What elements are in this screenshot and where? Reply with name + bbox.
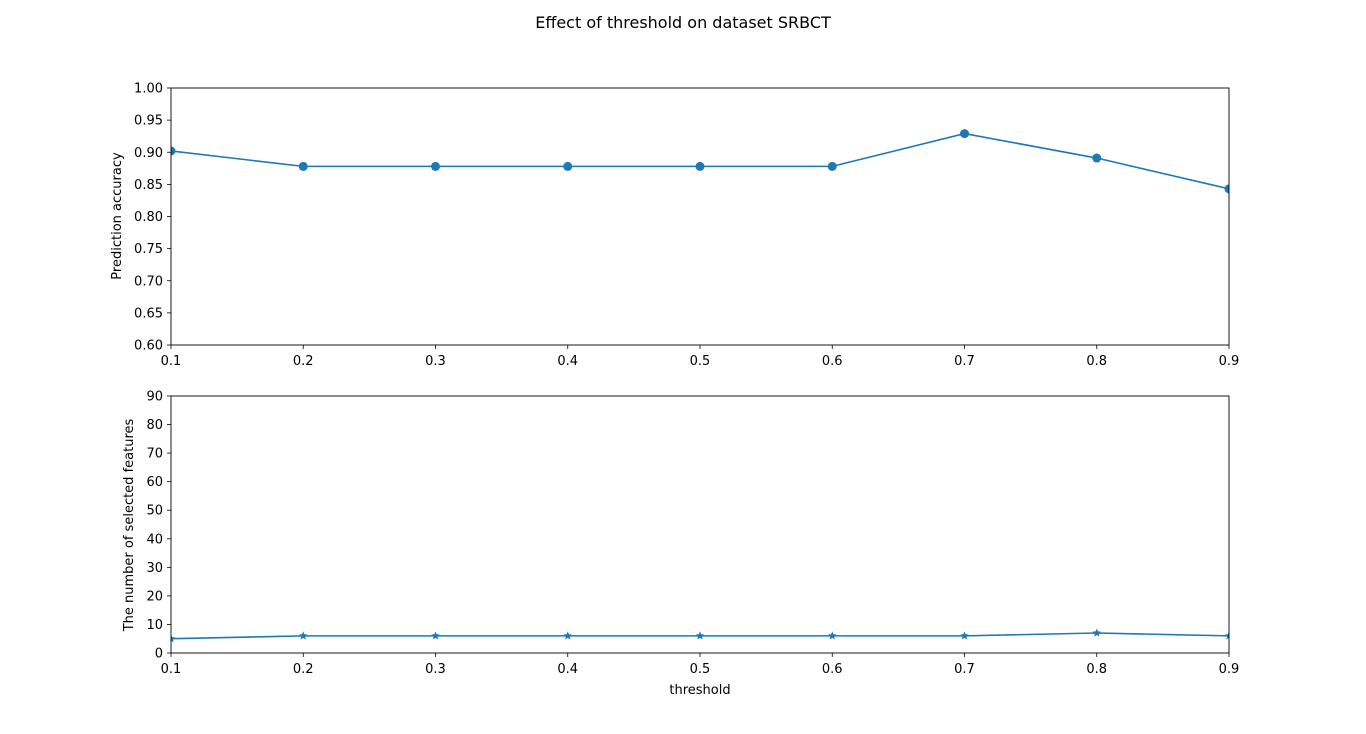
x-tick-label: 0.3 — [425, 354, 446, 369]
data-point — [1092, 153, 1102, 163]
x-axis-label: threshold — [669, 683, 730, 698]
data-point — [695, 631, 705, 640]
y-tick-label: 50 — [146, 504, 163, 519]
y-tick-label: 0.60 — [134, 339, 163, 354]
y-tick-label: 0.80 — [134, 210, 163, 225]
data-point — [1092, 628, 1102, 637]
x-tick-label: 0.1 — [161, 354, 182, 369]
data-point — [563, 161, 573, 171]
x-tick-label: 0.4 — [557, 354, 578, 369]
data-point — [171, 146, 176, 156]
x-tick-label: 0.8 — [1086, 354, 1107, 369]
x-tick-label: 0.7 — [954, 354, 975, 369]
data-point — [1224, 184, 1229, 194]
y-tick-label: 0.85 — [134, 178, 163, 193]
x-tick-label: 0.5 — [690, 662, 711, 677]
x-tick-label: 0.8 — [1086, 662, 1107, 677]
y-tick-label: 0.95 — [134, 114, 163, 129]
selected-features-subplot: 0.1 0.2 0.3 0.4 0.5 0.6 0.7 0.8 0.9 0 10 20 30 40 50 60… — [122, 390, 1239, 699]
figure-title: Effect of threshold on dataset SRBCT — [535, 13, 831, 32]
data-point — [1224, 631, 1229, 640]
data-point — [827, 631, 837, 640]
data-point — [171, 634, 176, 643]
axes-frame — [170, 395, 1230, 654]
data-point — [298, 161, 308, 171]
data-point — [431, 161, 440, 171]
data-point — [431, 631, 440, 640]
x-tick-label: 0.6 — [822, 354, 843, 369]
x-tick-label: 0.9 — [1219, 354, 1240, 369]
data-point — [298, 631, 308, 640]
y-tick-label: 0.90 — [134, 146, 163, 161]
x-tick-label: 0.9 — [1219, 662, 1240, 677]
y-axis-label: The number of selected features — [122, 418, 137, 632]
x-tick-label: 0.2 — [293, 662, 314, 677]
y-tick-label: 90 — [146, 390, 163, 405]
x-tick-label: 0.4 — [557, 662, 578, 677]
y-tick-label: 1.00 — [134, 82, 163, 97]
accuracy-subplot: 0.1 0.2 0.3 0.4 0.5 0.6 0.7 0.8 0.9 0.60 0.65 0.70 0… — [110, 82, 1239, 370]
x-tick-label: 0.1 — [161, 662, 182, 677]
x-tick-label: 0.3 — [425, 662, 446, 677]
y-tick-label: 10 — [146, 618, 163, 633]
series-line — [171, 132, 1229, 190]
axes-frame — [170, 87, 1230, 346]
y-tick-label: 60 — [146, 475, 163, 490]
y-tick-label: 0.70 — [134, 274, 163, 289]
y-tick-label: 0.75 — [134, 242, 163, 257]
y-tick-label: 20 — [146, 589, 163, 604]
y-tick-label: 0 — [155, 647, 163, 662]
x-tick-label: 0.5 — [690, 354, 711, 369]
data-point — [960, 631, 969, 640]
x-tick-label: 0.7 — [954, 662, 975, 677]
y-tick-label: 80 — [146, 418, 163, 433]
data-point — [827, 161, 837, 171]
y-tick-label: 40 — [146, 532, 163, 547]
data-point — [563, 631, 573, 640]
y-axis-label: Prediction accuracy — [110, 152, 125, 280]
x-tick-label: 0.2 — [293, 354, 314, 369]
y-tick-label: 70 — [146, 447, 163, 462]
y-tick-label: 0.65 — [134, 306, 163, 321]
y-tick-label: 30 — [146, 561, 163, 576]
data-point — [960, 129, 969, 139]
data-point — [695, 161, 705, 171]
x-tick-label: 0.6 — [822, 662, 843, 677]
